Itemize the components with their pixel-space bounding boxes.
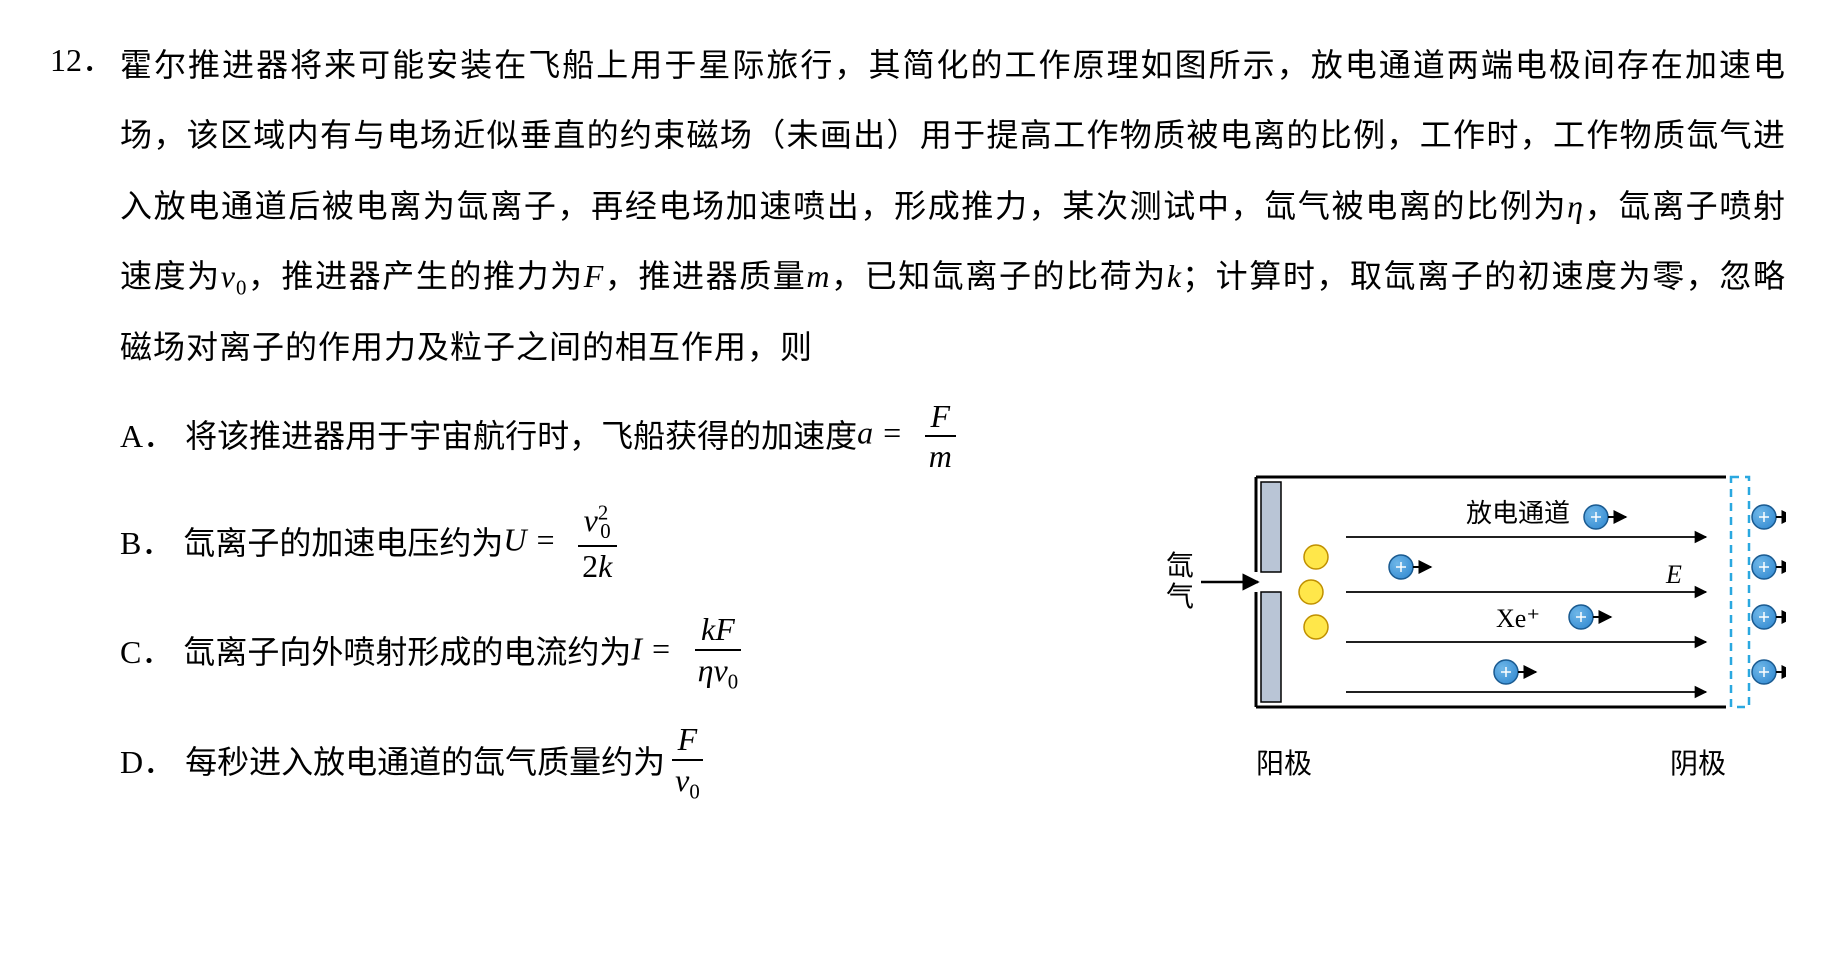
stem-text-1: 霍尔推进器将来可能安装在飞船上用于星际旅行，其简化的工作原理如图所示，放电通道两… (120, 47, 1786, 224)
question-number: 12． (50, 30, 120, 91)
option-c-letter: C． (120, 627, 173, 678)
gas-label: 氙气 (1166, 552, 1196, 614)
option-c: C． 氙离子向外喷射形成的电流约为 I = kF ηv0 (120, 610, 1136, 695)
diagram: 氙气 放电通道 E Xe⁺ 阳极 阴极 (1166, 457, 1786, 782)
symbol-F: F (584, 258, 605, 294)
question-stem: 霍尔推进器将来可能安装在飞船上用于星际旅行，其简化的工作原理如图所示，放电通道两… (120, 30, 1786, 382)
stem-text-3: ，推进器产生的推力为 (247, 258, 583, 294)
stem-text-4: ，推进器质量 (604, 258, 806, 294)
option-b-letter: B． (120, 518, 173, 569)
svg-text:E: E (1665, 560, 1682, 589)
option-d-letter: D． (120, 737, 175, 788)
svg-text:Xe⁺: Xe⁺ (1496, 604, 1540, 633)
cathode-label: 阴极 (1670, 742, 1726, 782)
option-d: D． 每秒进入放电通道的氙气质量约为 F v0 (120, 720, 1136, 805)
option-b-eq: U = v20 22kk (503, 501, 622, 586)
symbol-eta: η (1567, 188, 1584, 224)
option-d-text: 每秒进入放电通道的氙气质量约为 (185, 737, 665, 788)
symbol-v0: v0 (221, 258, 248, 294)
option-c-text: 氙离子向外喷射形成的电流约为 (183, 627, 631, 678)
option-c-eq: I = kF ηv0 (631, 610, 748, 695)
option-b: B． 氙离子的加速电压约为 U = v20 22kk (120, 501, 1136, 586)
anode-label: 阳极 (1256, 742, 1312, 782)
svg-text:放电通道: 放电通道 (1466, 499, 1570, 528)
option-a-text: 将该推进器用于宇宙航行时，飞船获得的加速度 (185, 411, 857, 462)
option-a: A． 将该推进器用于宇宙航行时，飞船获得的加速度 a = F m (120, 397, 1136, 476)
option-d-eq: F v0 (665, 720, 710, 805)
stem-text-5: ，已知氙离子的比荷为 (830, 258, 1166, 294)
option-a-eq: a = F m (857, 397, 962, 476)
option-b-text: 氙离子的加速电压约为 (183, 518, 503, 569)
option-a-letter: A． (120, 411, 175, 462)
symbol-m: m (806, 258, 830, 294)
symbol-k: k (1167, 258, 1182, 294)
